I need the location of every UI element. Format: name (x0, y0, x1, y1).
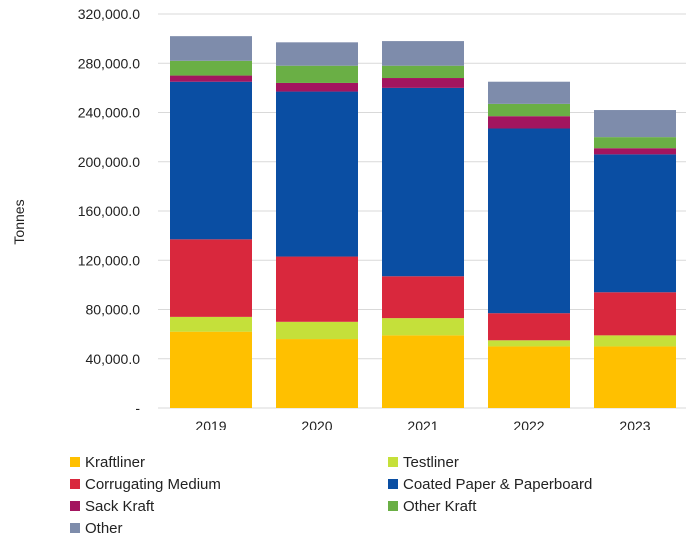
legend-item: Corrugating Medium (70, 474, 221, 494)
y-tick-label: 160,000.0 (78, 203, 140, 219)
bar-segment-coated-paper-paperboard-2021 (382, 87, 464, 277)
legend-item: Other Kraft (388, 496, 476, 516)
bar-segment-corrugating-medium-2019 (170, 239, 252, 317)
y-tick-label: 120,000.0 (78, 252, 140, 268)
legend-label: Corrugating Medium (85, 475, 221, 493)
y-tick-label: 80,000.0 (86, 302, 141, 318)
bar-segment-coated-paper-paperboard-2022 (488, 128, 570, 314)
x-tick-label: 2023 (619, 418, 650, 430)
bar-segment-corrugating-medium-2023 (594, 292, 676, 336)
legend-item: Other (70, 518, 123, 538)
bar-segment-kraftliner-2021 (382, 335, 464, 408)
bar-segment-other-2021 (382, 41, 464, 66)
bar-segment-coated-paper-paperboard-2023 (594, 154, 676, 293)
legend-item: Kraftliner (70, 452, 145, 472)
legend-label: Sack Kraft (85, 497, 155, 515)
x-tick-label: 2020 (301, 418, 332, 430)
y-tick-label: 280,000.0 (78, 55, 140, 71)
bar-segment-testliner-2021 (382, 318, 464, 336)
bar-segment-sack-kraft-2022 (488, 116, 570, 129)
bar-segment-other-kraft-2022 (488, 103, 570, 117)
bar-segment-kraftliner-2023 (594, 346, 676, 408)
bar-segment-sack-kraft-2023 (594, 148, 676, 155)
bar-segment-other-kraft-2020 (276, 65, 358, 83)
legend-item: Testliner (388, 452, 459, 472)
legend-swatch (388, 501, 398, 511)
x-tick-label: 2021 (407, 418, 438, 430)
legend-label: Other (85, 519, 123, 537)
bar-segment-other-kraft-2019 (170, 60, 252, 76)
bar-segment-corrugating-medium-2021 (382, 276, 464, 319)
bar-segment-testliner-2023 (594, 335, 676, 347)
bar-segment-other-kraft-2023 (594, 137, 676, 149)
bar-segment-other-2022 (488, 81, 570, 104)
bar-segment-other-2020 (276, 42, 358, 66)
legend-item: Sack Kraft (70, 496, 154, 516)
x-tick-label: 2019 (195, 418, 226, 430)
y-tick-label: 320,000.0 (78, 6, 140, 22)
y-axis-label: Tonnes (11, 199, 27, 244)
bar-segment-kraftliner-2020 (276, 339, 358, 408)
stacked-bar-chart: - 40,000.0 80,000.0 120,000.0 160,000.0 200,0… (11, 6, 686, 430)
bar-segment-sack-kraft-2019 (170, 75, 252, 82)
legend-label: Kraftliner (85, 453, 146, 471)
bar-segment-other-2019 (170, 36, 252, 61)
bar-segment-sack-kraft-2021 (382, 78, 464, 88)
legend-swatch (70, 501, 80, 511)
bar-segment-corrugating-medium-2022 (488, 313, 570, 341)
y-tick-label: 40,000.0 (86, 351, 141, 367)
y-tick-label: 240,000.0 (78, 105, 140, 121)
legend-label: Testliner (403, 453, 459, 471)
bar-segment-sack-kraft-2020 (276, 82, 358, 92)
legend-swatch (388, 479, 398, 489)
y-tick-label: - (135, 400, 140, 416)
bars (170, 36, 676, 408)
legend-label: Other Kraft (403, 497, 477, 515)
y-tick-label: 200,000.0 (78, 154, 140, 170)
x-tick-labels: 2019 2020 2021 2022 2023 (195, 418, 650, 430)
legend-swatch (70, 523, 80, 533)
bar-segment-kraftliner-2019 (170, 331, 252, 408)
legend-swatch (70, 457, 80, 467)
bar-segment-testliner-2019 (170, 316, 252, 332)
bar-segment-coated-paper-paperboard-2020 (276, 91, 358, 257)
y-tick-labels: - 40,000.0 80,000.0 120,000.0 160,000.0 200,0… (78, 6, 141, 416)
bar-segment-coated-paper-paperboard-2019 (170, 81, 252, 240)
bar-segment-testliner-2020 (276, 321, 358, 340)
legend-swatch (388, 457, 398, 467)
bar-segment-other-2023 (594, 110, 676, 138)
legend-label: Coated Paper & Paperboard (403, 475, 593, 493)
x-tick-label: 2022 (513, 418, 544, 430)
legend-item: Coated Paper & Paperboard (388, 474, 592, 494)
legend-swatch (70, 479, 80, 489)
bar-segment-testliner-2022 (488, 340, 570, 347)
bar-segment-kraftliner-2022 (488, 346, 570, 408)
bar-segment-other-kraft-2021 (382, 65, 464, 79)
bar-segment-corrugating-medium-2020 (276, 256, 358, 322)
